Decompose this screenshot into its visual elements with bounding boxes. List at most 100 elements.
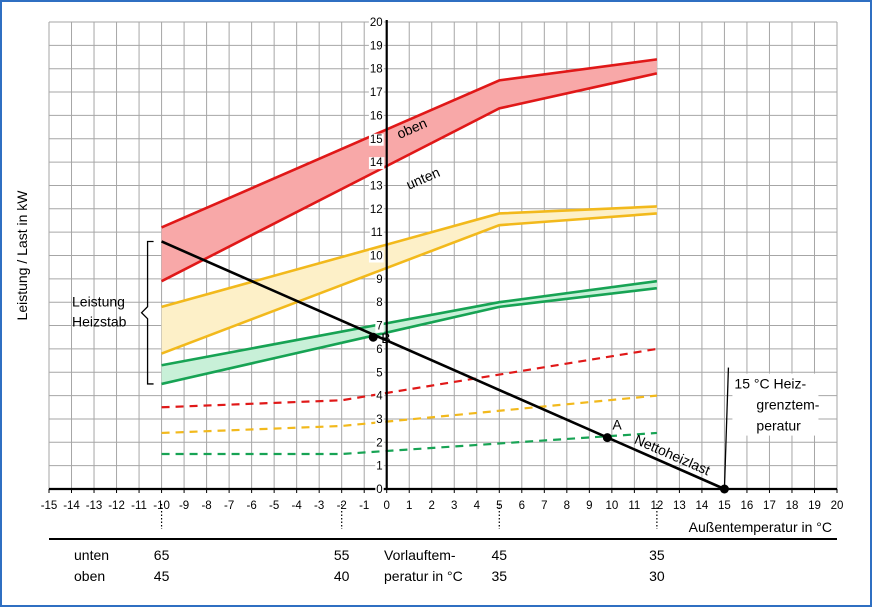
y-tick-label-bg [375,460,384,473]
x-tick-label: -11 [131,500,147,512]
x-tick-label: -6 [247,500,257,512]
x-tick-label: 2 [429,500,435,512]
x-axis-title: Außentemperatur in °C [689,519,832,535]
red-band-fill [161,59,657,282]
y-tick-label: 8 [376,297,382,309]
y-tick-label-bg [368,87,384,100]
point-label-b: B [381,330,390,346]
y-tick-label: 7 [376,321,382,333]
x-tick-label: 14 [696,500,709,512]
green-lower-line [161,286,658,386]
x-tick-label: 6 [519,500,525,512]
x-tick-label: 11 [628,500,640,512]
green-dashed-line [161,431,657,456]
vorlauf-value: 35 [491,568,507,584]
grenztemp-label-line1: 15 °C Heiz- [734,376,806,392]
x-tick-label: -4 [292,500,303,512]
y-tick-label: 20 [370,17,383,29]
heizstab-label-line2: Heizstab [72,314,127,330]
x-tick-label: 8 [564,500,570,512]
y-tick-label: 9 [376,274,382,286]
y-tick-label-bg [368,110,384,123]
y-axis-title: Leistung / Last in kW [14,190,30,321]
x-tick-label: 0 [384,500,390,512]
x-tick-label: -12 [108,500,125,512]
grenztemp-label-bg [732,373,819,436]
y-tick-label-bg [368,133,384,146]
y-tick-label-bg [375,367,384,380]
yellow-upper-line [161,205,657,309]
y-tick-label: 18 [370,64,383,76]
vorlauf-value: 30 [649,568,665,584]
red-dashed-line [161,347,658,409]
marker-point [602,433,612,443]
heizstab-bracket [140,240,154,385]
x-tick-label: 19 [808,500,821,512]
y-tick-label: 1 [376,461,382,473]
vorlauf-value: 35 [649,547,665,563]
y-tick-label: 13 [370,180,383,192]
x-tick-label: -14 [63,500,80,512]
x-tick-label: -7 [224,500,234,512]
grenztemp-leader-line [723,367,730,490]
vorlauf-value: 55 [334,547,350,563]
x-tick-label: -3 [314,500,324,512]
vorlauf-value: 40 [334,568,350,584]
vorlauf-value: 65 [154,547,170,563]
point-label-a: A [612,417,622,433]
vorlauf-value: 45 [491,547,507,563]
y-tick-label: 5 [376,367,382,379]
y-tick-label-bg [368,250,384,263]
vorlauf-value: 45 [154,568,170,584]
y-tick-label: 4 [376,391,383,403]
grenztemp-label-line2: grenztem- [756,397,819,413]
y-tick-label-bg [375,320,384,333]
y-tick-label-bg [368,180,384,193]
y-tick-label: 10 [370,251,383,263]
y-tick-label-bg [375,484,384,496]
x-tick-label: 10 [605,500,618,512]
red-lower-line [160,72,658,283]
yellow-lower-line [161,212,657,355]
y-tick-label: 15 [370,134,383,146]
vorlauf-row-label: oben [74,568,105,584]
y-tick-label-bg [368,203,384,216]
x-tick-label: 7 [541,500,547,512]
x-tick-label: 20 [831,500,844,512]
net-load-line [161,240,725,491]
x-tick-label: -9 [179,500,189,512]
x-tick-label: 18 [786,500,799,512]
x-tick-label: 3 [451,500,457,512]
x-tick-label: 5 [496,500,502,512]
vorlauf-row-label: unten [74,547,109,563]
y-tick-label: 11 [371,227,383,239]
x-tick-label: -2 [337,500,347,512]
y-tick-label: 6 [376,344,382,356]
x-tick-label: -13 [86,500,103,512]
vorlauf-caption-line1: Vorlauftem- [384,547,456,563]
green-band-fill [161,281,657,384]
y-tick-label: 16 [370,110,383,122]
x-tick-label: 15 [718,500,731,512]
y-tick-label-bg [368,157,385,170]
x-tick-label: -5 [269,500,279,512]
y-tick-label-bg [369,227,384,240]
x-tick-label: 13 [673,500,686,512]
y-tick-label: 14 [370,157,383,169]
y-tick-label-bg [368,17,384,29]
x-tick-label: -15 [41,500,58,512]
y-tick-label: 17 [370,87,383,99]
x-tick-label: 16 [741,500,754,512]
y-tick-label-bg [375,343,384,356]
x-tick-label: -8 [201,500,211,512]
y-tick-label: 0 [376,484,382,496]
y-tick-label-bg [375,273,384,286]
x-tick-label: -1 [359,500,369,512]
y-tick-label: 3 [376,414,382,426]
heizstab-label-line1: Leistung [72,294,125,310]
marker-point [368,332,378,342]
vorlauf-caption-line2: peratur in °C [384,568,463,584]
yellow-dashed-line [161,394,657,435]
